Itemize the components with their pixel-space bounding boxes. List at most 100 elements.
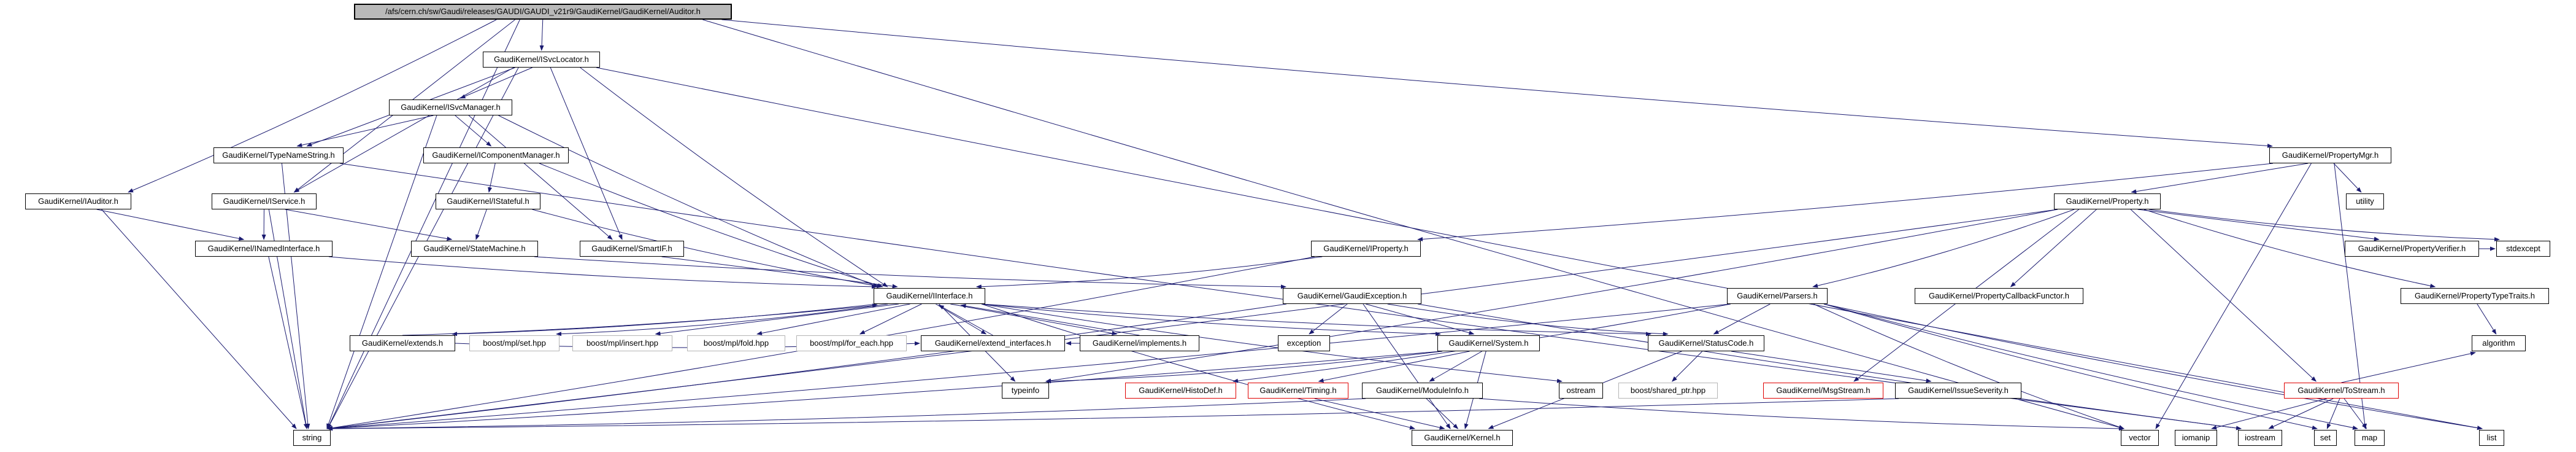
node-iomanip[interactable]: iomanip [2175,430,2217,446]
edge-isvcmanager-to-string [326,115,437,429]
node-smartif[interactable]: GaudiKernel/SmartIF.h [580,241,684,257]
edge-tostream-to-iomanip [2211,398,2327,430]
edge-property-to-string [327,209,2058,431]
node-timing[interactable]: GaudiKernel/Timing.h [1248,383,1348,399]
node-extendinterfaces[interactable]: GaudiKernel/extend_interfaces.h [921,335,1065,351]
node-stdexcept[interactable]: stdexcept [2496,241,2550,257]
node-isvcmanager[interactable]: GaudiKernel/ISvcManager.h [389,99,512,115]
node-iinterface[interactable]: GaudiKernel/IInterface.h [874,288,985,304]
edge-moduleinfo-to-string [327,398,1366,431]
node-property[interactable]: GaudiKernel/Property.h [2054,193,2161,209]
node-isvclocator[interactable]: GaudiKernel/ISvcLocator.h [483,52,600,68]
edge-extendinterfaces-to-iinterface [938,305,993,336]
edge-moduleinfo-to-kernel [1426,398,1459,429]
node-gaudiexception[interactable]: GaudiKernel/GaudiException.h [1283,288,1421,304]
edge-iinterface-to-mpl-foreach [859,303,922,335]
edge-parsers-to-vector [1813,303,2124,429]
edge-iinterface-to-mpl-set [556,303,888,337]
edge-iinterface-to-implements [950,303,1118,336]
node-mpl-insert[interactable]: boost/mpl/insert.hpp [572,335,672,351]
edge-propertymgr-to-property [2131,163,2309,194]
edge-propertymgr-to-utility [2333,163,2362,193]
edge-system-to-timing [1318,351,1470,383]
edge-smartif-to-iinterface [661,256,898,289]
node-propertyverifier[interactable]: GaudiKernel/PropertyVerifier.h [2345,241,2479,257]
node-set[interactable]: set [2314,430,2337,446]
edge-property-to-stdexcept [2148,209,2500,242]
node-iservice[interactable]: GaudiKernel/IService.h [212,193,317,209]
edge-property-to-typeinfo [1045,209,2058,383]
node-moduleinfo[interactable]: GaudiKernel/ModuleInfo.h [1362,383,1483,399]
edge-statuscode-to-issueseverity [1731,351,1932,383]
edge-tostream-to-map [2343,398,2367,429]
node-system[interactable]: GaudiKernel/System.h [1437,335,1540,351]
edge-icomponentmanager-to-istateful [488,163,496,193]
node-parsers[interactable]: GaudiKernel/Parsers.h [1727,288,1828,304]
edge-auditor-to-iauditor [128,19,497,193]
edge-iinterface-to-system [981,303,1441,337]
edge-iinterface-to-mpl-insert [655,303,899,336]
node-auditor: /afs/cern.ch/sw/Gaudi/releases/GAUDI/GAU… [354,4,732,20]
node-typenamestring[interactable]: GaudiKernel/TypeNameString.h [213,147,344,163]
node-mpl-set[interactable]: boost/mpl/set.hpp [469,335,559,351]
node-istateful[interactable]: GaudiKernel/IStateful.h [436,193,540,209]
edge-tostream-to-set [2326,398,2340,429]
edge-implements-to-iinterface [960,303,1140,336]
edge-issueseverity-to-string [327,398,1899,431]
edge-gaudiexception-to-string [327,303,1287,431]
node-mpl-foreach[interactable]: boost/mpl/for_each.hpp [796,335,907,351]
node-kernel[interactable]: GaudiKernel/Kernel.h [1412,430,1513,446]
node-propertycallbackfunctor[interactable]: GaudiKernel/PropertyCallbackFunctor.h [1915,288,2083,304]
edge-auditor-to-propertymgr [721,19,2273,148]
edge-property-to-propertycallbackfunctor [2010,209,2097,287]
edge-auditor-to-isvclocator [539,19,544,51]
node-utility[interactable]: utility [2346,193,2384,209]
node-sharedptr[interactable]: boost/shared_ptr.hpp [1618,383,1718,399]
edge-system-to-string [327,351,1442,431]
edge-gaudiexception-to-iostream [1417,303,2242,431]
edge-gaudiexception-to-exception [1309,303,1348,335]
node-exception[interactable]: exception [1278,335,1330,351]
node-iauditor[interactable]: GaudiKernel/IAuditor.h [25,193,131,209]
edge-gaudiexception-to-statuscode [1387,303,1669,337]
node-map[interactable]: map [2355,430,2385,446]
edge-propertytypetraits-to-algorithm [2477,303,2497,335]
node-list[interactable]: list [2479,430,2504,446]
edge-isvcmanager-to-iinterface [498,115,879,287]
node-statuscode[interactable]: GaudiKernel/StatusCode.h [1648,335,1764,351]
node-inamedinterface[interactable]: GaudiKernel/INamedInterface.h [195,241,333,257]
node-ostream[interactable]: ostream [1559,383,1603,399]
node-issueseverity[interactable]: GaudiKernel/IssueSeverity.h [1895,383,2021,399]
edge-tostream-to-algorithm [2341,351,2476,383]
edge-inamedinterface-to-string [268,256,308,429]
node-mpl-fold[interactable]: boost/mpl/fold.hpp [687,335,785,351]
node-propertytypetraits[interactable]: GaudiKernel/PropertyTypeTraits.h [2401,288,2549,304]
edge-isvclocator-to-isvcmanager [459,67,533,99]
edge-property-to-parsers [1812,209,2075,288]
node-iproperty[interactable]: GaudiKernel/IProperty.h [1311,241,1421,257]
node-extends[interactable]: GaudiKernel/extends.h [350,335,455,351]
node-icomponentmanager[interactable]: GaudiKernel/IComponentManager.h [423,147,569,163]
edge-iinterface-to-ostream [981,303,1563,383]
edge-isvcmanager-to-icomponentmanager [455,115,492,147]
node-propertymgr[interactable]: GaudiKernel/PropertyMgr.h [2269,147,2391,163]
edge-iservice-to-string [268,209,309,429]
node-iostream[interactable]: iostream [2238,430,2282,446]
node-string[interactable]: string [293,430,331,446]
node-msgstream[interactable]: GaudiKernel/MsgStream.h [1763,383,1883,399]
edge-property-to-propertytypetraits [2143,209,2436,288]
node-typeinfo[interactable]: typeinfo [1002,383,1049,399]
edge-isvclocator-to-iinterface [580,67,888,287]
node-statemachine[interactable]: GaudiKernel/StateMachine.h [411,241,538,257]
node-histodef[interactable]: GaudiKernel/HistoDef.h [1125,383,1236,399]
node-implements[interactable]: GaudiKernel/implements.h [1080,335,1199,351]
node-algorithm[interactable]: algorithm [2472,335,2526,351]
edge-isvclocator-to-iservice [293,67,514,193]
edge-propertymgr-to-iproperty [1417,163,2274,241]
edge-moduleinfo-to-vector [1478,398,2124,431]
node-tostream[interactable]: GaudiKernel/ToStream.h [2284,383,2399,399]
edge-gaudiexception-to-kernel [1363,303,1451,429]
node-vector[interactable]: vector [2121,430,2159,446]
